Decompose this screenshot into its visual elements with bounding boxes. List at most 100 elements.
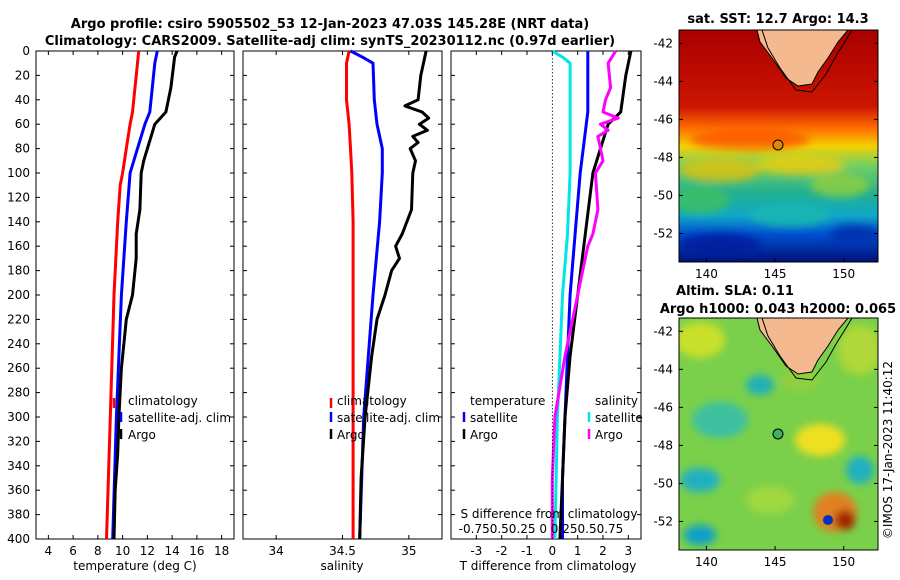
series-line-satellite-adj-clim — [349, 49, 384, 540]
sla-map-title: Altim. SLA: 0.11 — [676, 284, 794, 299]
legend-t-argo: Argo — [470, 428, 498, 442]
figure-title-line2: Climatology: CARS2009. Satellite-adj cli… — [45, 34, 615, 49]
series-line-argo — [358, 50, 431, 540]
xtick-label: 34.5 — [329, 544, 356, 558]
temperature-legend: climatology satellite-adj. clim Argo — [112, 394, 231, 442]
difference-xlabel: T difference from climatology — [459, 559, 637, 573]
map-xtick-label: 140 — [695, 267, 718, 281]
series-line-temperature-satellite — [561, 51, 590, 539]
ytick-label: 200 — [7, 288, 30, 302]
axis-ticks: 4 6 8 10 12 14 16 18020406080100120140160180200… — [7, 44, 641, 558]
map-ytick-label: -52 — [653, 226, 673, 240]
ytick-label: 220 — [7, 312, 30, 326]
sst-map-title: sat. SST: 12.7 Argo: 14.3 — [687, 12, 868, 27]
map-ytick-label: -46 — [653, 400, 673, 414]
xtick-label: -2 — [496, 544, 508, 558]
legend-t-satellite: satellite — [470, 411, 518, 425]
legend-argo: Argo — [128, 428, 156, 442]
sla-map — [679, 318, 878, 550]
map-ytick-label: -44 — [653, 74, 673, 88]
series-line-salinity-satellite — [551, 49, 572, 540]
xtick-label: 6 — [69, 544, 77, 558]
map-ytick-label: -50 — [653, 188, 673, 202]
timestamp: ©IMOS 17-Jan-2023 11:40:12 — [881, 361, 895, 539]
xtick-label: 1 — [574, 544, 582, 558]
xtick-label: 2 — [599, 544, 607, 558]
xtick-label: 12 — [140, 544, 155, 558]
xtick-label: 0 — [549, 544, 557, 558]
xtick-label: 10 — [115, 544, 130, 558]
figure-title-line1: Argo profile: csiro 5905502_53 12-Jan-20… — [71, 17, 589, 32]
series-line-temperature-argo — [558, 50, 633, 540]
ytick-label: 400 — [7, 532, 30, 546]
difference-s-ticklabels: -0.750.50.25 0 0.250.50.75 — [459, 522, 624, 536]
profile-series — [105, 49, 633, 540]
map-ytick-label: -52 — [653, 514, 673, 528]
legend-salinity-heading: salinity — [595, 394, 638, 408]
series-line-salinity-argo — [550, 50, 620, 539]
difference-legend: temperature satellite Argo salinity sate… — [462, 394, 643, 442]
xtick-label: -3 — [470, 544, 482, 558]
legend-climatology: climatology — [337, 394, 407, 408]
series-line-climatology — [345, 50, 355, 539]
series-line-climatology — [105, 50, 141, 540]
ytick-label: 180 — [7, 264, 30, 278]
xtick-label: 4 — [45, 544, 53, 558]
legend-satellite-adj: satellite-adj. clim — [337, 411, 440, 425]
argo-marker — [772, 139, 784, 151]
ytick-label: 240 — [7, 337, 30, 351]
ytick-label: 60 — [15, 117, 30, 131]
map-ytick-label: -50 — [653, 476, 673, 490]
ytick-label: 280 — [7, 386, 30, 400]
ytick-label: 380 — [7, 508, 30, 522]
ytick-label: 20 — [15, 68, 30, 82]
map-xtick-label: 150 — [832, 555, 855, 569]
ytick-label: 100 — [7, 166, 30, 180]
ytick-label: 160 — [7, 239, 30, 253]
xtick-label: 14 — [164, 544, 179, 558]
ytick-label: 300 — [7, 410, 30, 424]
xtick-label: 35 — [401, 544, 416, 558]
map-ytick-label: -42 — [653, 36, 673, 50]
map-xtick-label: 145 — [764, 555, 787, 569]
legend-s-satellite: satellite — [595, 411, 643, 425]
temperature-xlabel: temperature (deg C) — [73, 559, 196, 573]
salinity-legend: climatology satellite-adj. clim Argo — [329, 394, 440, 442]
map-xtick-label: 150 — [832, 267, 855, 281]
ytick-label: 260 — [7, 361, 30, 375]
xtick-label: 3 — [625, 544, 633, 558]
series-line-satellite-adj-clim — [111, 50, 159, 540]
xtick-label: 8 — [94, 544, 102, 558]
xtick-label: 18 — [214, 544, 229, 558]
ytick-label: 360 — [7, 483, 30, 497]
sst-map — [679, 30, 878, 262]
argo-marker — [772, 428, 784, 440]
ytick-label: 80 — [15, 142, 30, 156]
map-xtick-label: 145 — [764, 267, 787, 281]
ytick-label: 340 — [7, 459, 30, 473]
xtick-label: 16 — [189, 544, 204, 558]
legend-temperature-heading: temperature — [470, 394, 545, 408]
temperature-axes — [35, 50, 235, 540]
map-ytick-label: -46 — [653, 112, 673, 126]
xtick-label: 34 — [269, 544, 284, 558]
legend-s-argo: Argo — [595, 428, 623, 442]
ytick-label: 40 — [15, 93, 30, 107]
series-line-argo — [112, 50, 179, 540]
map-ytick-label: -42 — [653, 324, 673, 338]
ytick-label: 320 — [7, 434, 30, 448]
legend-argo: Argo — [337, 428, 365, 442]
salinity-axes — [242, 50, 443, 540]
salinity-xlabel: salinity — [320, 559, 363, 573]
map-ytick-label: -48 — [653, 438, 673, 452]
xtick-label: -1 — [521, 544, 533, 558]
ytick-label: 140 — [7, 215, 30, 229]
legend-satellite-adj: satellite-adj. clim — [128, 411, 231, 425]
ytick-label: 120 — [7, 190, 30, 204]
difference-axes — [450, 50, 642, 540]
map-ticks: 140 145 150 -42 -44 -46 -48 -50 -52 140 145 150 -42 -… — [653, 36, 878, 569]
map-ytick-label: -44 — [653, 362, 673, 376]
legend-climatology: climatology — [128, 394, 198, 408]
sla-map-subtitle: Argo h1000: 0.043 h2000: 0.065 — [660, 302, 896, 317]
